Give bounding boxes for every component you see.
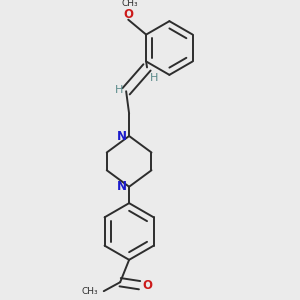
Text: O: O xyxy=(142,279,152,292)
Text: CH₃: CH₃ xyxy=(82,287,98,296)
Text: H: H xyxy=(149,73,158,83)
Text: H: H xyxy=(115,85,123,95)
Text: O: O xyxy=(123,8,133,21)
Text: N: N xyxy=(117,130,127,142)
Text: N: N xyxy=(117,180,127,193)
Text: CH₃: CH₃ xyxy=(122,0,138,8)
